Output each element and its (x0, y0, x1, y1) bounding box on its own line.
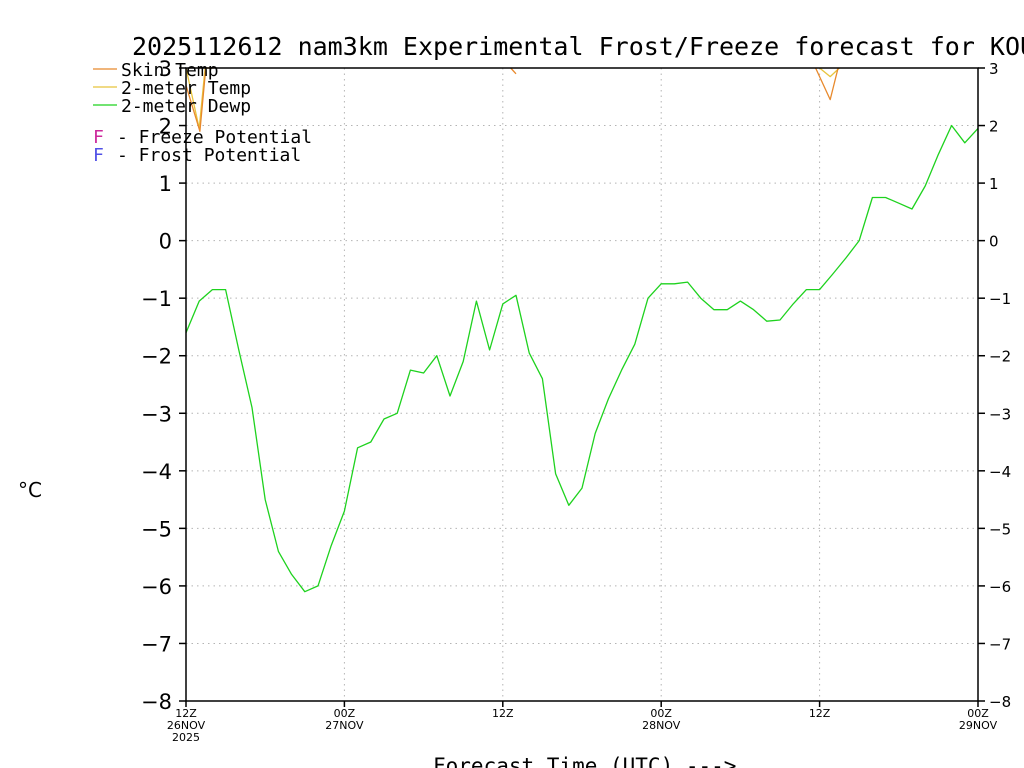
y-tick-label-left: −1 (141, 287, 172, 311)
y-tick-label-left: −4 (141, 460, 172, 484)
series-line-skin-temp (815, 67, 839, 101)
y-tick-label-right: −7 (989, 635, 1011, 653)
y-tick-label-right: −4 (989, 463, 1011, 481)
x-tick-label: 12Z (175, 707, 197, 720)
y-tick-label-right: −5 (989, 520, 1011, 538)
y-tick-label-right: 1 (989, 175, 999, 193)
y-tick-label-left: 3 (159, 57, 172, 81)
x-tick-label: 12Z (492, 707, 514, 720)
y-tick-label-right: 3 (989, 60, 999, 78)
legend-symbol: F (93, 127, 104, 148)
x-tick-label: 00Z (334, 707, 356, 720)
y-tick-label-left: −7 (141, 632, 172, 656)
x-tick-label: 29NOV (959, 719, 998, 732)
series-line-2-meter-dewp (185, 124, 979, 593)
x-tick-label: 27NOV (325, 719, 364, 732)
series-line-skin-temp (510, 67, 517, 75)
y-tick-label-left: 2 (159, 115, 172, 139)
x-tick-label: 28NOV (642, 719, 681, 732)
series-line-2-meter-temp (819, 67, 840, 78)
legend-label: Skin Temp (121, 60, 219, 81)
y-tick-label-left: −2 (141, 345, 172, 369)
y-tick-label-right: 0 (989, 233, 999, 251)
y-tick-label-right: −6 (989, 578, 1011, 596)
x-tick-label: 00Z (967, 707, 989, 720)
x-tick-label: 12Z (809, 707, 831, 720)
y-tick-label-left: 0 (159, 230, 172, 254)
grid-lines (186, 68, 978, 701)
plot-frame (185, 67, 979, 702)
y-tick-label-left: −5 (141, 517, 172, 541)
y-axis-label: °C (18, 478, 42, 502)
x-tick-label: 2025 (172, 731, 200, 744)
y-tick-label-left: −3 (141, 402, 172, 426)
y-tick-label-right: −8 (989, 693, 1011, 711)
y-tick-label-left: 1 (159, 172, 172, 196)
legend-symbol-label: - Frost Potential (117, 145, 301, 166)
y-tick-label-right: −1 (989, 290, 1011, 308)
y-tick-label-right: 2 (989, 118, 999, 136)
x-axis-label: Forecast Time (UTC) ---> (433, 754, 736, 768)
y-tick-label-left: −8 (141, 690, 172, 714)
legend-symbol: F (93, 145, 104, 166)
x-tick-label: 26NOV (167, 719, 206, 732)
y-axis-ticks: −8 −8 −7 −7 −6 −6 −5 −5 −4 −4 −3 −3 −2 −2 −1 −1 0 0 1 1 2 2 3 3 (141, 57, 1011, 714)
x-tick-label: 00Z (650, 707, 672, 720)
y-tick-label-left: −6 (141, 575, 172, 599)
y-tick-label-right: −2 (989, 348, 1011, 366)
chart-title: 2025112612 nam3km Experimental Frost/Fre… (132, 32, 1024, 61)
legend-label: 2-meter Dewp (121, 96, 251, 117)
legend-symbol-label: - Freeze Potential (117, 127, 312, 148)
legend-label: 2-meter Temp (121, 78, 251, 99)
y-tick-label-right: −3 (989, 405, 1011, 423)
